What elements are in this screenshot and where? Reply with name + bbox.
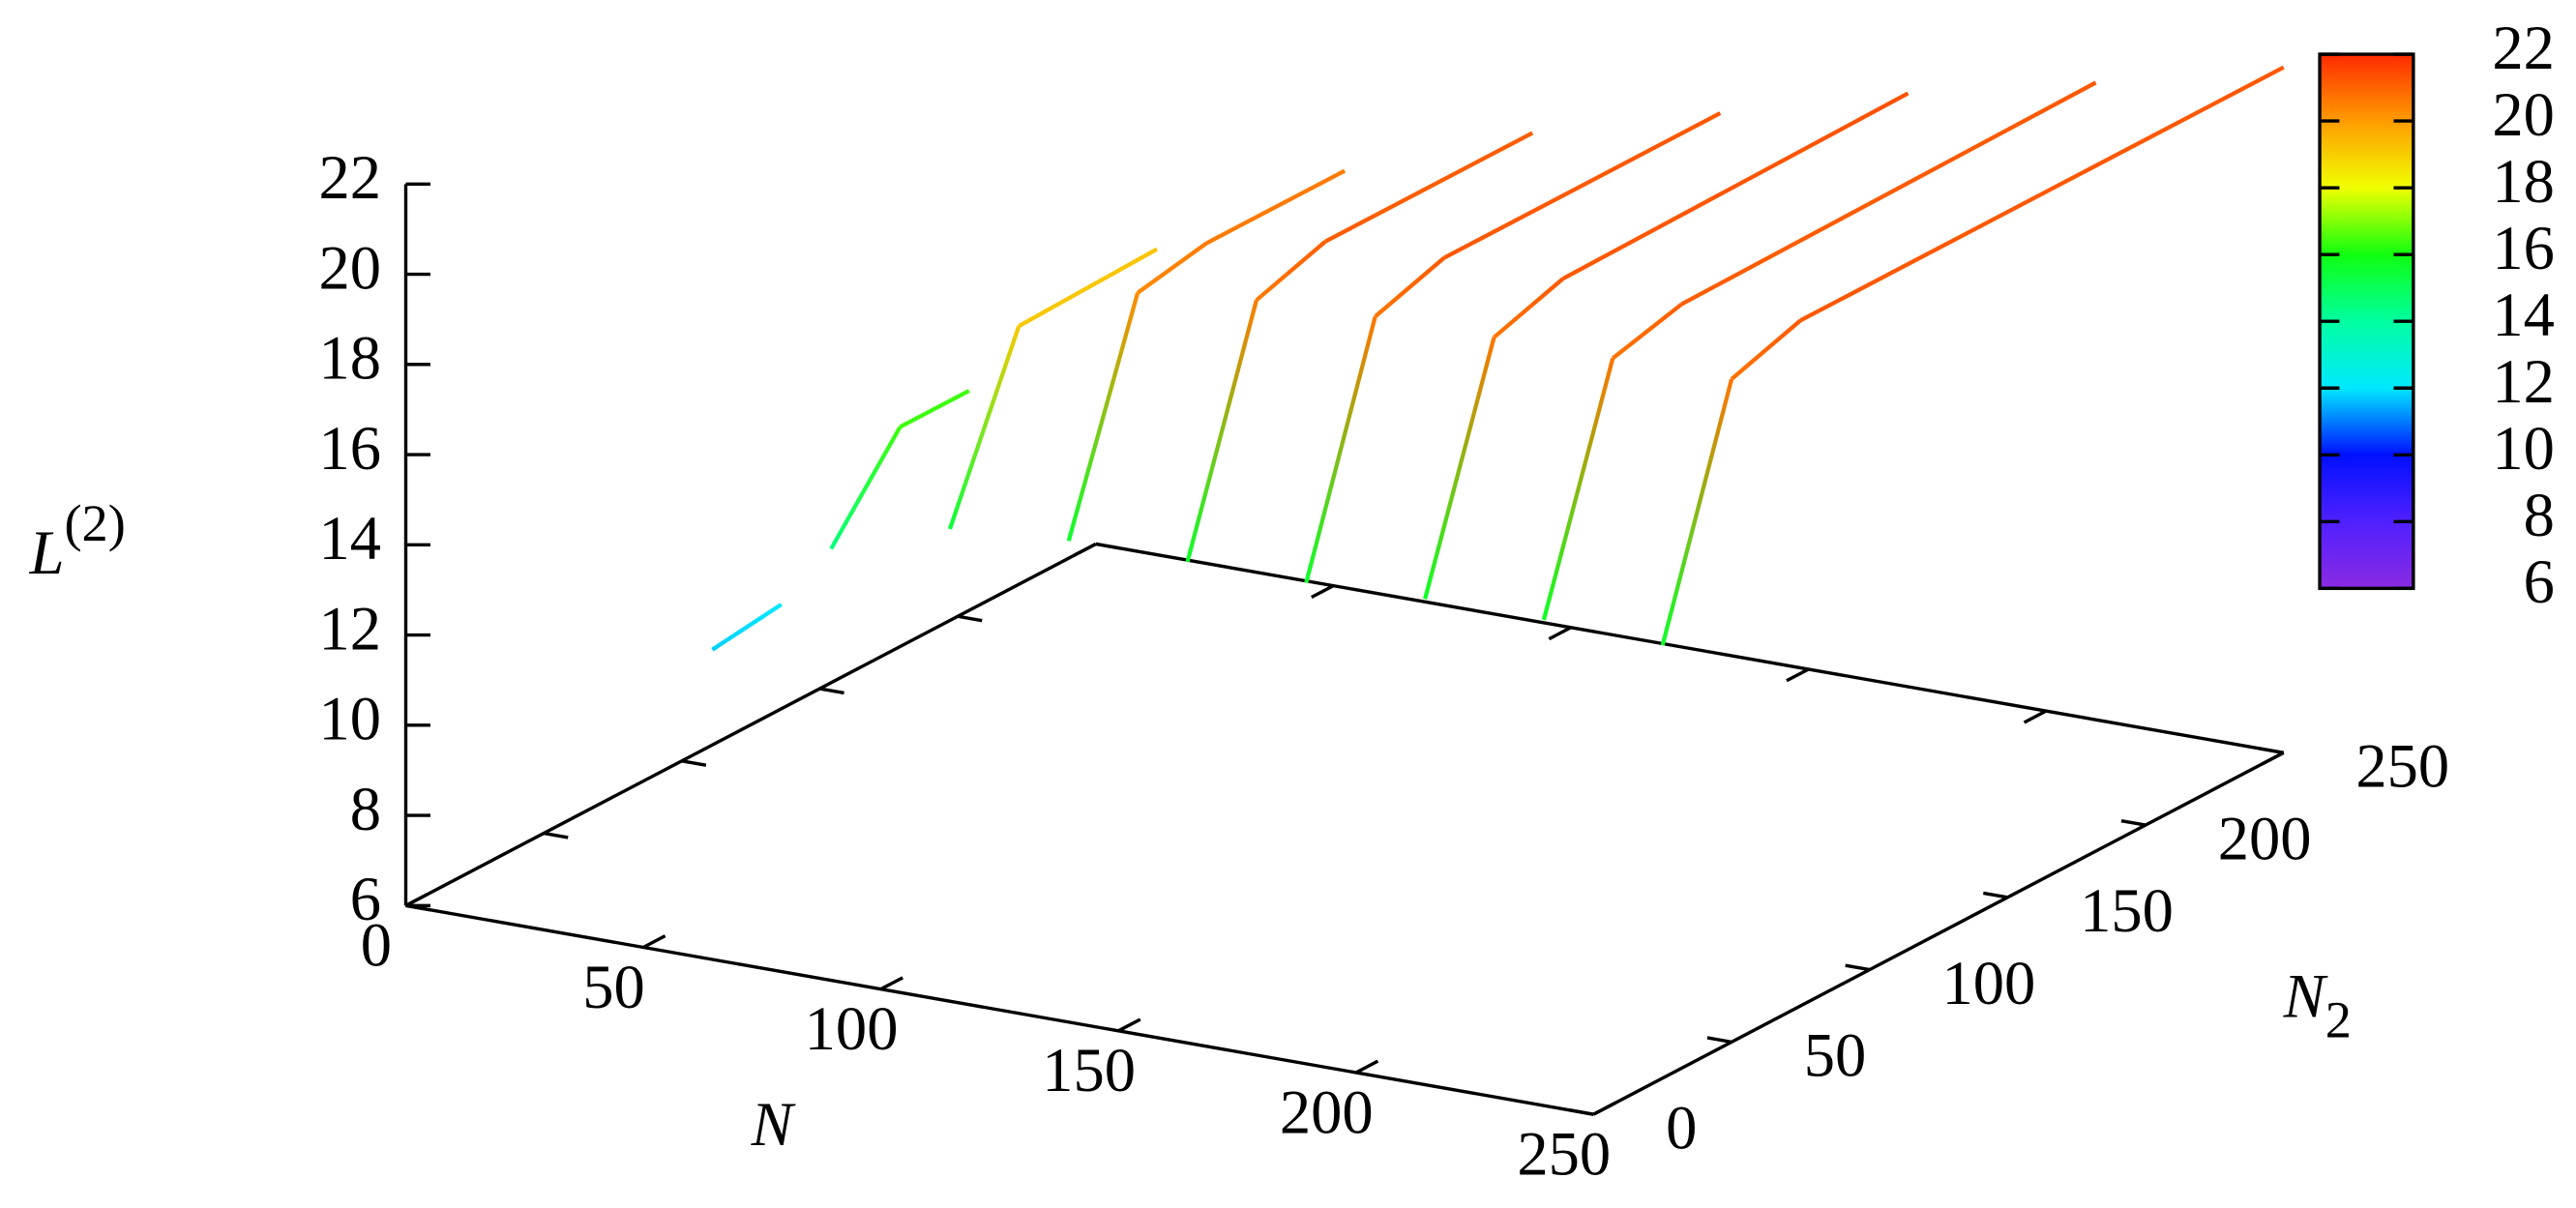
colorbar-tick-label: 12 [2492, 346, 2555, 416]
x-tick [2261, 751, 2285, 766]
colorbar-tick-label: 16 [2492, 213, 2555, 282]
curve-segment [1611, 302, 1683, 361]
curve-segment [1799, 65, 2285, 323]
y-title-sub: 2 [2325, 991, 2352, 1049]
z-tick-label: 6 [350, 864, 381, 933]
z-tick-label: 18 [318, 323, 381, 393]
x-tick [1073, 542, 1097, 557]
colorbar-tick-label: 10 [2492, 413, 2555, 483]
y-tick [1569, 1108, 1594, 1116]
curve-segment [1730, 318, 1802, 381]
curve-segment [1304, 315, 1377, 583]
y-tick [2259, 747, 2284, 754]
z-tick-label: 20 [318, 232, 381, 302]
x-axis-title: N [751, 1089, 797, 1159]
z-tick-label: 22 [318, 142, 381, 212]
curve-segment [1660, 378, 1734, 646]
x-tick [2023, 709, 2047, 724]
curve-segment [1136, 241, 1208, 295]
z-tick-label: 10 [318, 684, 381, 753]
curve-segment [1066, 292, 1140, 542]
x-tick-label: 0 [361, 910, 392, 980]
x-tick [1592, 1101, 1616, 1116]
curve-segment [1493, 277, 1565, 339]
colorbar-tick-label: 14 [2492, 280, 2555, 349]
x-tick [642, 934, 666, 949]
base-edge [1095, 542, 2284, 754]
x-tick [1786, 667, 1810, 683]
x-tick-label: 150 [1042, 1035, 1136, 1105]
colorbar-tick-label: 6 [2524, 546, 2555, 616]
curve-segment [1443, 111, 1722, 260]
y-tick [1095, 542, 1121, 550]
curve-segment [1561, 91, 1910, 280]
z-axis-title: L(2) [29, 495, 126, 587]
curve-segment [947, 325, 1022, 530]
curve-segment [829, 426, 903, 550]
y-tick [1982, 891, 2008, 899]
z-tick-label: 14 [318, 503, 381, 573]
x-tick [1548, 626, 1572, 641]
x-tick-label: 250 [1517, 1119, 1611, 1189]
x-tick [404, 892, 429, 907]
y-tick [681, 759, 707, 767]
colorbar-tick-label: 20 [2492, 79, 2555, 149]
y-tick [543, 831, 569, 840]
curve-segment [1018, 247, 1159, 328]
y-tick [819, 687, 844, 695]
y-tick-label: 200 [2218, 803, 2312, 872]
y-tick-label: 100 [1941, 948, 2035, 1017]
x-tick-label: 100 [805, 993, 899, 1063]
colorbar-tick-label: 18 [2492, 146, 2555, 216]
z-title-sup: (2) [64, 495, 125, 553]
curve-segment [1324, 131, 1534, 244]
z-tick-label: 16 [318, 413, 381, 483]
x-tick [1117, 1017, 1141, 1033]
y-tick-label: 0 [1666, 1092, 1697, 1162]
y-tick-label: 50 [1804, 1020, 1867, 1090]
x-tick [1311, 584, 1335, 599]
z-tick-label: 8 [350, 774, 381, 843]
y-tick-label: 150 [2080, 875, 2174, 945]
z-tick-label: 12 [318, 593, 381, 663]
base-edge [404, 542, 1097, 907]
curve-segment [1423, 337, 1496, 600]
x-tick-label: 50 [582, 952, 645, 1021]
y-tick [2120, 818, 2147, 827]
y-axis-title: N2 [2283, 960, 2352, 1048]
curve-segment [1680, 80, 2097, 307]
y-tick-label: 250 [2355, 730, 2449, 800]
curve-segment [1255, 240, 1327, 302]
colorbar-tick-label: 22 [2492, 13, 2555, 82]
x-tick [1355, 1059, 1379, 1075]
y-title-main: N [2283, 960, 2329, 1030]
x-axis-line [405, 903, 1594, 1116]
x-tick-label: 200 [1280, 1076, 1374, 1146]
y-tick [1845, 963, 1871, 972]
curve-segment [1185, 299, 1258, 563]
x-tick [879, 976, 904, 991]
y-tick [1706, 1036, 1732, 1045]
curve-segment [1205, 168, 1347, 246]
y-tick [957, 614, 983, 623]
curve-segment [1541, 357, 1615, 621]
y-axis-line [1592, 751, 2285, 1116]
curve-segment [899, 389, 970, 429]
colorbar-tick-label: 8 [2524, 480, 2555, 549]
curve-segment [1374, 255, 1446, 318]
z-title-main: L [29, 517, 65, 587]
curve-segment [711, 603, 783, 652]
